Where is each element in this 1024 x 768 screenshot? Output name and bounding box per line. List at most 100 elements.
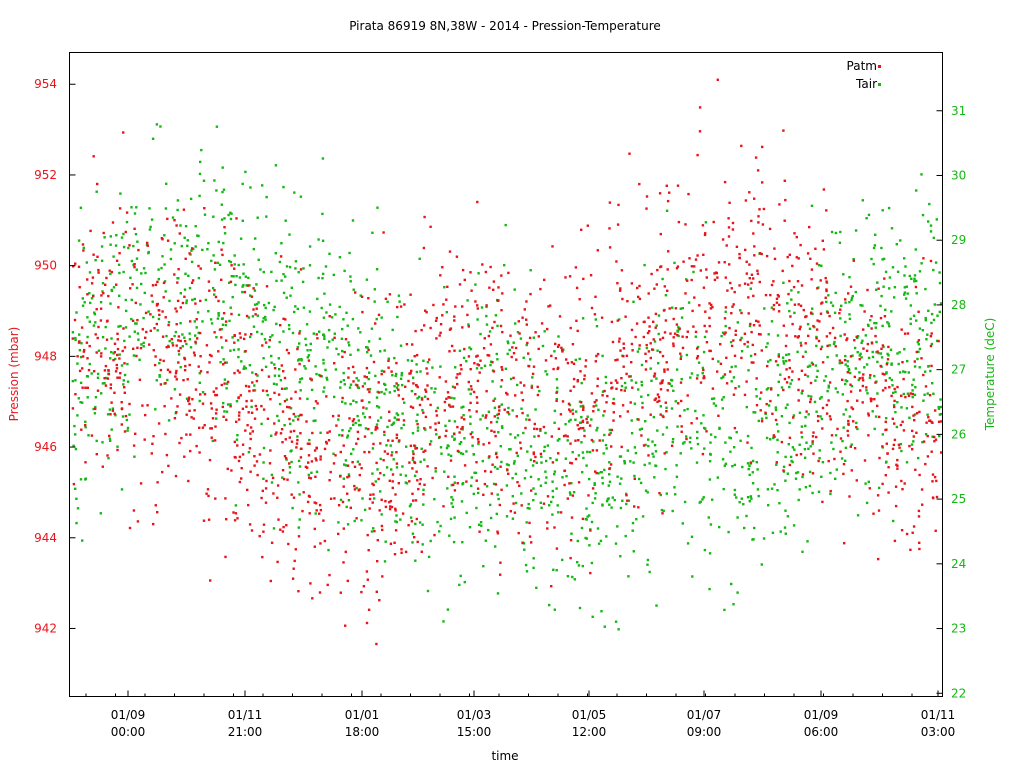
- patm-point: [337, 414, 340, 417]
- tair-point: [561, 476, 564, 479]
- patm-point: [592, 405, 595, 408]
- patm-point: [704, 310, 707, 313]
- patm-point: [839, 308, 842, 311]
- tair-point: [278, 402, 282, 406]
- tair-point: [775, 463, 778, 466]
- tair-point: [235, 275, 238, 278]
- patm-point: [293, 559, 296, 563]
- x-tick-time: 21:00: [228, 725, 263, 739]
- tair-point: [654, 464, 657, 467]
- tair-point: [844, 354, 847, 358]
- tair-point: [120, 364, 124, 367]
- tair-point: [609, 431, 612, 435]
- patm-point: [342, 527, 345, 530]
- tair-point: [675, 475, 679, 478]
- patm-point: [270, 541, 274, 544]
- tair-point: [604, 375, 607, 379]
- patm-point: [482, 493, 485, 496]
- patm-point: [884, 379, 887, 382]
- tair-point: [184, 272, 187, 275]
- tair-point: [650, 379, 653, 382]
- tair-point: [262, 446, 266, 450]
- patm-point: [408, 480, 411, 483]
- tair-point: [608, 503, 611, 506]
- patm-point: [458, 283, 462, 286]
- tair-point: [241, 182, 244, 186]
- tair-point: [640, 384, 644, 387]
- patm-point: [753, 245, 756, 248]
- tair-point: [426, 589, 430, 593]
- tair-point: [905, 407, 909, 410]
- tair-point: [112, 255, 115, 258]
- tair-point: [198, 172, 202, 176]
- x-tick-time: 09:00: [687, 725, 722, 739]
- y-tick-label: 950: [34, 259, 57, 273]
- patm-point: [512, 502, 515, 505]
- tair-point: [402, 423, 405, 427]
- patm-point: [584, 359, 588, 362]
- patm-point: [319, 508, 323, 512]
- patm-point: [171, 344, 175, 347]
- tair-point: [505, 484, 509, 487]
- patm-point: [274, 433, 277, 436]
- patm-point: [809, 312, 813, 315]
- patm-point: [414, 447, 417, 450]
- tair-point: [903, 291, 907, 294]
- patm-point: [422, 493, 425, 496]
- patm-point: [755, 377, 758, 380]
- tair-point: [792, 524, 796, 527]
- tair-point: [480, 366, 483, 370]
- tair-point: [605, 447, 608, 450]
- patm-point: [453, 315, 456, 318]
- tair-point: [450, 502, 453, 505]
- tair-point: [248, 284, 251, 287]
- patm-point: [930, 450, 933, 453]
- patm-point: [162, 359, 165, 363]
- patm-point: [148, 343, 151, 346]
- patm-point: [893, 422, 896, 425]
- patm-point: [569, 326, 572, 330]
- patm-point: [183, 339, 187, 343]
- tair-point: [552, 568, 555, 571]
- patm-point: [704, 232, 707, 235]
- patm-point: [443, 409, 446, 412]
- patm-point: [659, 350, 662, 354]
- patm-point: [145, 330, 148, 334]
- tair-point: [633, 474, 636, 478]
- patm-point: [659, 382, 662, 385]
- tair-point: [370, 431, 373, 435]
- patm-point: [616, 282, 619, 285]
- patm-point: [577, 481, 581, 484]
- patm-point: [725, 356, 728, 359]
- tair-point: [724, 441, 727, 444]
- tair-point: [139, 303, 142, 306]
- tair-point: [454, 366, 457, 369]
- tair-point: [101, 382, 105, 385]
- patm-point: [307, 359, 311, 362]
- patm-point: [476, 401, 479, 404]
- patm-point: [468, 409, 471, 412]
- tair-point: [485, 323, 489, 326]
- patm-point: [426, 397, 430, 401]
- patm-point: [539, 428, 542, 431]
- tair-point: [140, 272, 143, 275]
- tair-point: [524, 563, 528, 567]
- tair-point: [341, 429, 344, 432]
- patm-point: [840, 361, 844, 364]
- patm-point: [197, 365, 200, 368]
- tair-point: [206, 248, 209, 251]
- patm-point: [618, 289, 622, 292]
- patm-point: [911, 429, 914, 433]
- tair-point: [185, 342, 188, 346]
- tair-point: [392, 422, 395, 426]
- tair-point: [290, 286, 293, 289]
- tair-point: [231, 295, 234, 299]
- tair-point: [347, 499, 351, 502]
- patm-point: [612, 419, 615, 422]
- patm-point: [269, 398, 272, 401]
- patm-point: [645, 343, 648, 347]
- patm-point: [912, 435, 915, 438]
- patm-point: [778, 303, 781, 307]
- tair-point: [850, 296, 854, 300]
- patm-point: [456, 373, 459, 376]
